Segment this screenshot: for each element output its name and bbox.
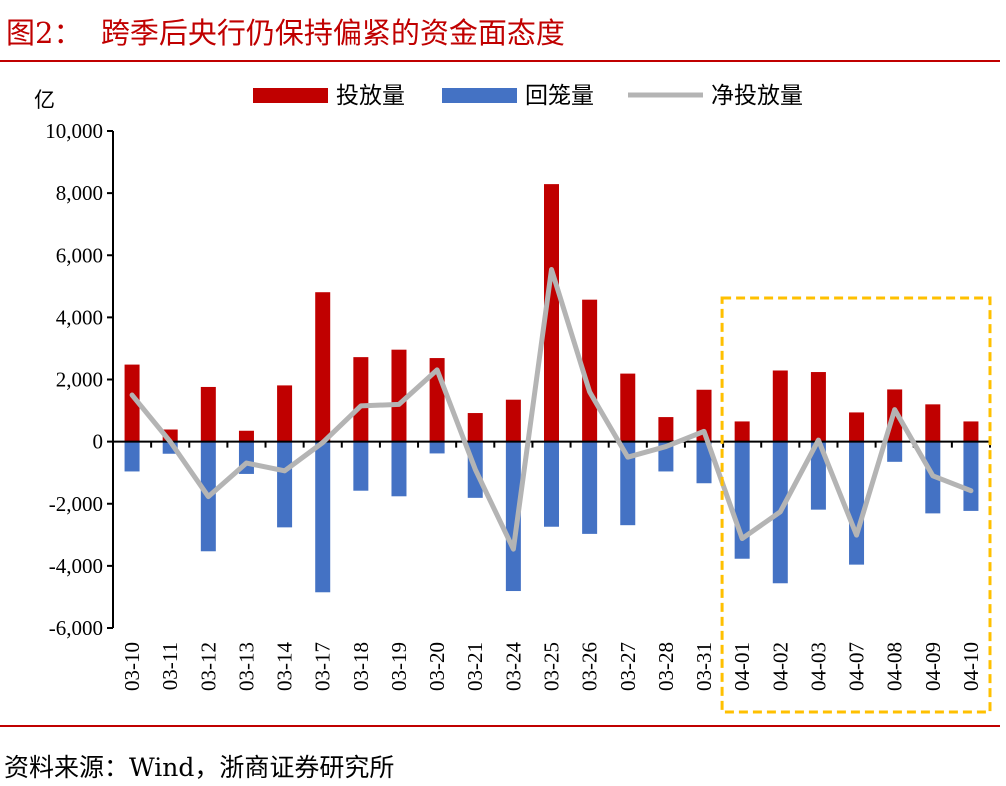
highlight-box [720,296,992,714]
top-rule [0,60,1000,62]
injection-bar-03-12 [200,386,216,442]
x-tick-label: 03-25 [540,642,564,691]
injection-bar-03-31 [696,389,712,442]
legend-swatch-0 [253,88,328,103]
x-tick-label: 03-12 [196,642,220,691]
x-tick-label: 03-20 [425,642,449,691]
y-tick-label: 6,000 [56,243,103,267]
y-tick-label: -4,000 [49,554,103,578]
legend-label: 投放量 [336,83,405,109]
withdrawal-bar-03-26 [582,441,598,534]
injection-bar-04-09 [925,404,941,442]
withdrawal-bar-03-20 [429,441,445,454]
injection-bar-03-26 [582,299,598,442]
x-tick-label: 04-01 [730,642,754,691]
x-axis: 03-10 03-11 03-12 03-13 03-14 03-17 03-18 03-19… [112,440,991,691]
legend: 投放量 回笼量 净投放量 [253,83,803,109]
injection-bar-03-14 [277,385,293,442]
withdrawal-bar-03-27 [620,441,636,526]
x-tick-label: 03-18 [349,642,373,691]
withdrawal-bar-04-01 [734,441,750,559]
y-tick-label: 2,000 [56,368,103,392]
y-tick-label: 4,000 [56,305,103,329]
y-axis-unit: 亿 [34,88,55,112]
withdrawal-bar-03-19 [391,441,407,497]
injection-bar-04-10 [963,421,979,442]
x-tick-label: 03-19 [387,642,411,691]
x-tick-label: 03-27 [616,642,640,691]
x-tick-label: 03-24 [501,642,525,691]
figure-title: 图2： 跨季后央行仍保持偏紧的资金面态度 [6,16,565,50]
withdrawal-bar-03-14 [277,441,293,528]
annotations [720,296,992,714]
injection-bar-03-13 [238,430,254,442]
source-note: 资料来源：Wind，浙商证券研究所 [4,753,395,782]
x-tick-label: 03-28 [654,642,678,691]
x-tick-label: 04-08 [883,642,907,691]
y-tick-label: 0 [93,430,104,454]
x-tick-label: 03-17 [311,642,335,691]
injection-bar-03-10 [124,364,140,442]
y-tick-label: -6,000 [49,616,103,640]
injection-bar-04-07 [849,412,865,442]
legend-label: 回笼量 [525,83,594,109]
withdrawal-bar-03-10 [124,441,140,472]
x-tick-label: 03-11 [158,642,182,690]
injection-bar-04-01 [734,421,750,442]
injection-bar-03-17 [315,292,331,442]
x-tick-label: 03-21 [463,642,487,691]
injection-bar-03-24 [505,399,521,442]
injection-bar-03-18 [353,357,369,442]
withdrawal-bar-03-25 [544,441,559,527]
withdrawal-bar-04-07 [849,441,865,565]
injection-bar-03-19 [391,349,407,442]
withdrawal-bar-03-17 [315,441,331,593]
x-tick-label: 04-09 [921,642,945,691]
legend-label: 净投放量 [711,83,803,109]
bottom-rule [0,725,1000,727]
x-tick-label: 04-07 [845,642,869,691]
x-tick-label: 04-10 [959,642,983,691]
withdrawal-bar-03-18 [353,441,369,491]
bars [124,184,979,593]
x-tick-label: 04-02 [768,642,792,691]
withdrawal-bar-03-31 [696,441,712,484]
x-tick-label: 03-10 [120,642,144,691]
x-tick-label: 03-13 [234,642,258,691]
injection-bar-03-21 [467,413,483,442]
x-tick-label: 03-14 [273,642,297,691]
injection-bar-03-25 [544,184,559,442]
x-tick-label: 03-31 [692,642,716,691]
legend-swatch-1 [442,88,517,103]
y-axis: 10,000 8,000 6,000 4,000 2,000 0 -2,000 -4,000 -… [45,119,114,640]
injection-bar-03-27 [620,373,636,442]
withdrawal-bar-04-03 [810,441,826,510]
withdrawal-bar-03-24 [505,441,521,592]
injection-bar-03-28 [658,417,674,442]
x-tick-label: 03-26 [578,642,602,691]
injection-bar-04-02 [772,370,788,442]
withdrawal-bar-04-10 [963,441,979,511]
net-line [129,267,974,552]
y-tick-label: 8,000 [56,181,103,205]
withdrawal-bar-04-08 [887,441,903,462]
y-tick-label: -2,000 [49,492,103,516]
x-tick-label: 04-03 [806,642,830,691]
injection-bar-04-03 [810,372,826,442]
y-tick-label: 10,000 [45,119,103,143]
